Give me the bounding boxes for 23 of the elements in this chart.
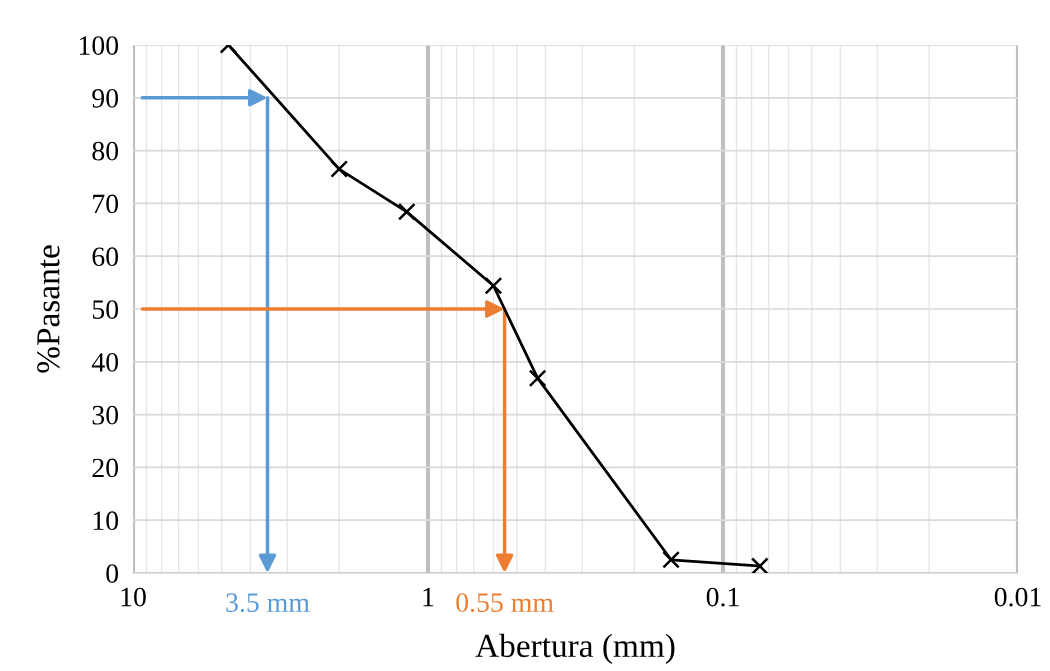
x-axis-title: Abertura (mm) [475,633,675,664]
point [397,202,416,221]
y-tick-label: 50 [92,300,119,319]
x-tick-label: 10 [121,587,146,607]
y-tick-label: 20 [92,458,119,478]
y-axis-title: %Pasante [37,245,60,373]
y-tick-label: 100 [79,36,119,55]
point [750,557,769,573]
point [662,550,680,569]
y-tick-label: 40 [91,352,119,372]
x-tick-label: 0.1 [706,587,739,607]
annotation: 3.5 mm [226,593,310,613]
y-tick-label: 80 [92,141,119,161]
y-tick-label: 90 [92,88,119,108]
y-tick-label: 70 [93,194,119,214]
x-tick-label: 1 [423,587,434,607]
y-tick-label: 60 [92,247,119,267]
annotation: 0.55 mm [456,593,554,613]
y-tick-label: 10 [93,511,119,531]
point [484,276,503,295]
y-tick-label: 0 [106,564,119,583]
x-tick-label: 0.01 [994,587,1041,607]
y-tick-label: 30 [92,405,119,425]
